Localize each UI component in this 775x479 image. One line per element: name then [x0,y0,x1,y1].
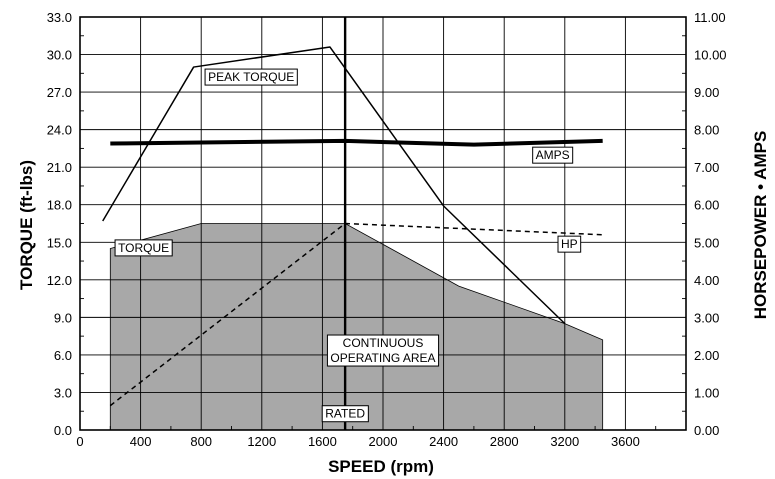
continuous-operating-area-layer [109,223,604,431]
hp-label-box [557,235,582,253]
y-left-tick-label: 6.0 [54,348,72,363]
y-left-tick-label: 30.0 [47,48,72,63]
grid-layer [80,17,686,430]
y-left-tick-label: 12.0 [47,273,72,288]
torque-label: TORQUE [118,241,169,255]
y-left-tick-label: 18.0 [47,198,72,213]
amps-line [110,138,603,147]
hp-label: HP [561,237,578,251]
y-left-tick-label: 33.0 [47,10,72,25]
y-left-tick-label: 21.0 [47,160,72,175]
y-left-tick-label: 0.0 [54,423,72,438]
y-left-tick-label: 27.0 [47,85,72,100]
amps-label-box [532,146,574,164]
y-right-tick-label: 1.00 [694,385,719,400]
amps-label: AMPS [536,148,570,162]
x-tick-label: 2000 [369,434,398,449]
y-right-tick-label: 11.00 [694,10,726,25]
y-left-tick-label: 9.0 [54,310,72,325]
torque-line [102,46,566,325]
x-axis-title: SPEED (rpm) [328,457,434,476]
y-right-tick-label: 0.00 [694,423,719,438]
plot-frame [79,16,687,431]
x-tick-label: 3200 [550,434,579,449]
operating-area-label: OPERATING AREA [330,351,435,365]
continuous-label-box [326,334,440,367]
y-right-tick-label: 9.00 [694,85,719,100]
frame-layer [79,16,687,431]
peak-torque-label: PEAK TORQUE [208,70,294,84]
x-tick-label: 1200 [247,434,276,449]
tick-label-layer: 0 400 800 1200 1600 2000 2400 2800 3200 3600 0.0 3.… [47,10,727,449]
rated-label-box [321,405,369,423]
x-tick-label: 3600 [611,434,640,449]
y-right-tick-label: 8.00 [694,123,719,138]
y-right-tick-label: 3.00 [694,310,719,325]
torque-label-box [114,239,173,257]
y-right-tick-label: 6.00 [694,198,719,213]
x-tick-label: 400 [130,434,152,449]
x-tick-label: 2800 [490,434,519,449]
y-right-tick-label: 5.00 [694,235,719,250]
x-tick-label: 0 [76,434,83,449]
y-right-axis-title: HORSEPOWER • AMPS [751,131,770,320]
rated-label: RATED [325,407,365,421]
y-left-tick-label: 3.0 [54,385,72,400]
y-right-tick-label: 10.00 [694,48,727,63]
x-tick-label: 1600 [308,434,337,449]
y-left-tick-label: 15.0 [47,235,72,250]
peak-torque-label-box [204,68,298,86]
continuous-label: CONTINUOUS [343,336,424,350]
y-right-tick-label: 7.00 [694,160,719,175]
x-tick-label: 800 [190,434,212,449]
y-right-tick-label: 2.00 [694,348,719,363]
y-left-axis-title: TORQUE (ft-lbs) [17,160,36,290]
continuous-operating-area [109,223,604,431]
y-right-tick-label: 4.00 [694,273,719,288]
annotation-layer: PEAK TORQUE AMPS HP TORQUE CONTINUOUSOPERATI… [114,68,582,423]
y-left-tick-label: 24.0 [47,123,72,138]
x-tick-label: 2400 [429,434,458,449]
